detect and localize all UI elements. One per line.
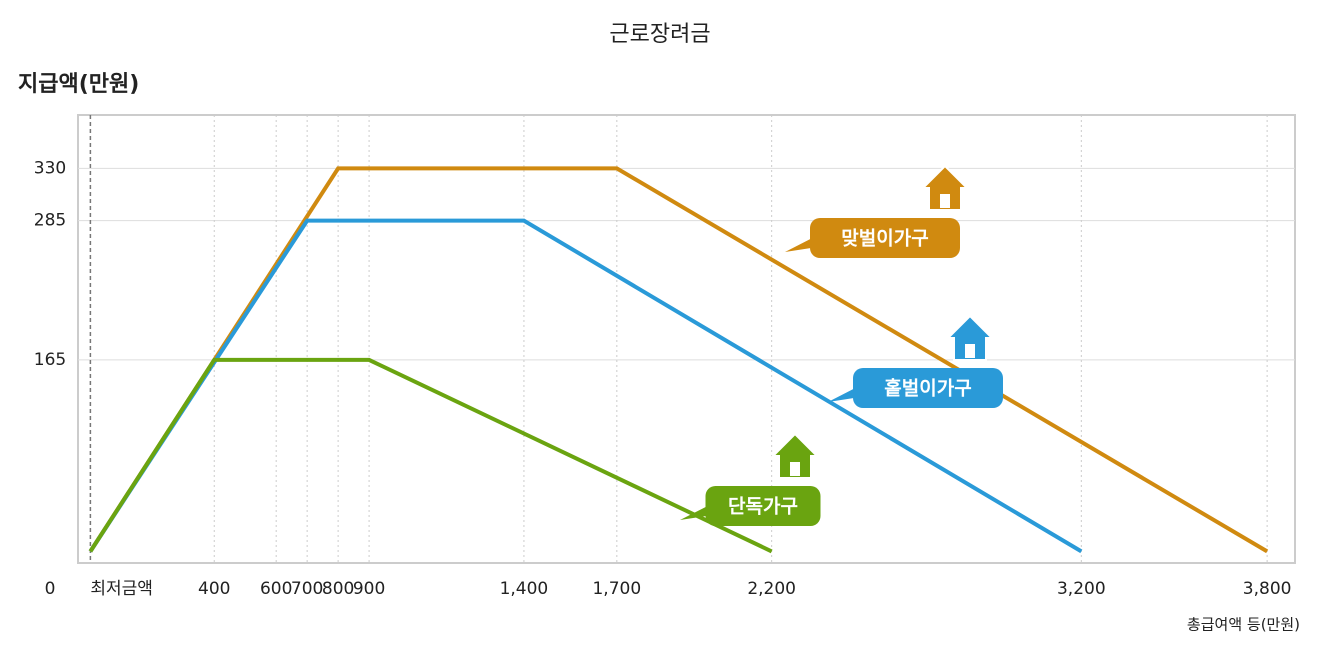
x-tick-label: 최저금액 xyxy=(90,579,153,599)
plot-frame xyxy=(77,114,1296,564)
house-door xyxy=(940,194,950,208)
y-tick-label: 285 xyxy=(34,211,66,231)
legend-bubble xyxy=(853,368,1003,408)
x-tick-label: 1,400 xyxy=(500,579,549,599)
x-tick-label: 3,200 xyxy=(1057,579,1106,599)
x-tick-label: 900 xyxy=(353,579,385,599)
legend-label: 홑벌이가구 xyxy=(884,377,971,400)
legend-label: 맞벌이가구 xyxy=(841,228,928,250)
y-tick-label: 0 xyxy=(45,579,56,599)
x-tick-label: 600 xyxy=(260,579,292,599)
house-icon xyxy=(945,314,995,361)
house-door xyxy=(790,462,800,476)
line xyxy=(88,357,773,554)
x-tick-label: 3,800 xyxy=(1243,579,1292,599)
x-axis-title: 총급여액 등(만원) xyxy=(1187,616,1300,634)
house-door xyxy=(965,344,975,358)
x-tick-label: 2,200 xyxy=(747,579,796,599)
x-tick-label: 700 xyxy=(291,579,323,599)
legend-bubble xyxy=(810,218,960,258)
y-axis-title: 지급액(만원) xyxy=(18,72,139,97)
x-tick-label: 1,700 xyxy=(592,579,641,599)
legend-bubble xyxy=(705,486,821,526)
chart-title: 근로장려금 xyxy=(609,22,710,47)
y-tick-label: 330 xyxy=(34,158,66,178)
legend-label: 단독가구 xyxy=(728,496,798,518)
house-icon xyxy=(770,432,820,479)
x-tick-label: 800 xyxy=(322,579,354,599)
x-tick-label: 400 xyxy=(198,579,230,599)
house-icon xyxy=(920,164,970,211)
y-tick-label: 165 xyxy=(34,350,66,370)
